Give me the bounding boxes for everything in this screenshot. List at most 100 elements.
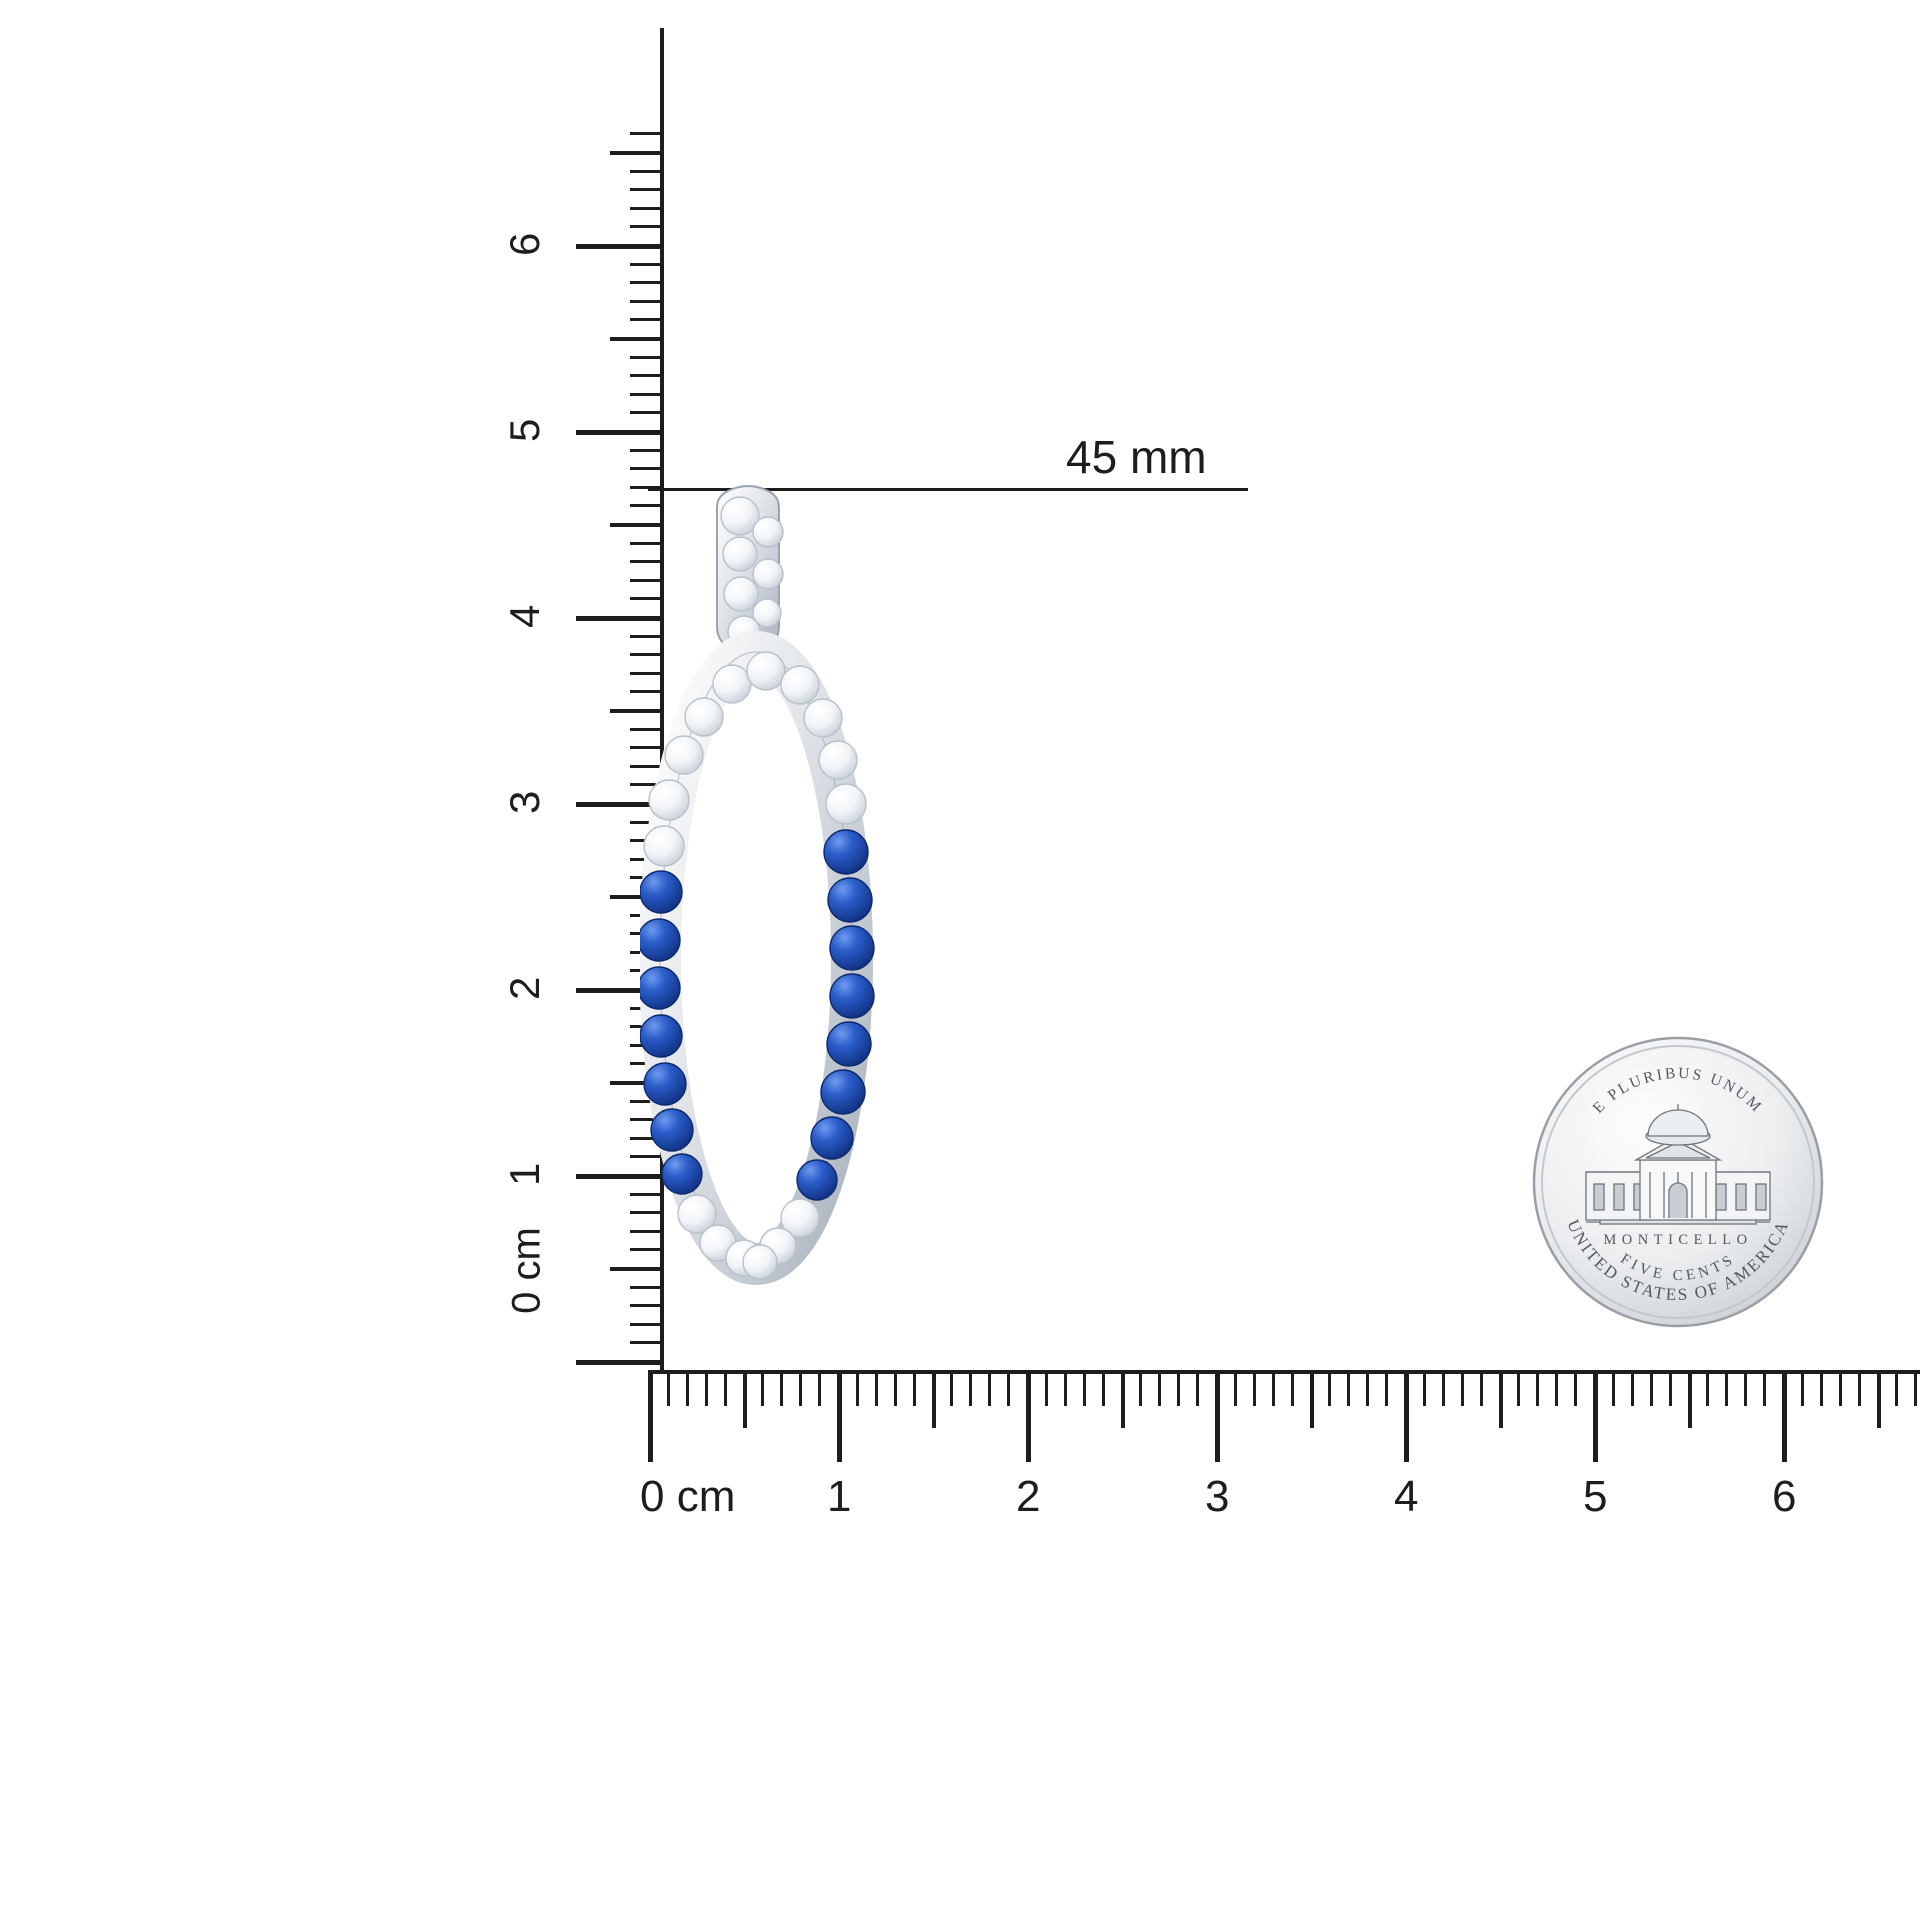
horizontal-tick [685, 1370, 689, 1406]
vertical-tick [630, 318, 660, 322]
horizontal-tick [1271, 1370, 1275, 1406]
vertical-tick [630, 1285, 660, 1289]
horizontal-tick [1498, 1370, 1503, 1428]
vertical-ruler-label-6: 6 [501, 232, 548, 256]
horizontal-ruler-label-6: 6 [1772, 1472, 1797, 1521]
horizontal-tick [1082, 1370, 1086, 1406]
measurement-annotation: 45 mm [648, 431, 1248, 494]
vertical-tick [630, 467, 660, 471]
pendant-top-arch-stones [684, 651, 843, 738]
vertical-tick [630, 188, 660, 192]
horizontal-tick [1630, 1370, 1634, 1406]
measurement-leader-line [648, 488, 1248, 491]
oval-drop-pendant [637, 480, 940, 1360]
vertical-tick [610, 337, 660, 341]
horizontal-tick [666, 1370, 670, 1406]
vertical-tick [610, 1081, 660, 1085]
horizontal-tick [1725, 1370, 1729, 1406]
vertical-tick [630, 281, 660, 285]
horizontal-tick [742, 1370, 747, 1428]
measurement-label: 45 mm [1066, 431, 1207, 483]
horizontal-ruler-label-2: 2 [1016, 1472, 1041, 1521]
monticello-building [1585, 1104, 1771, 1225]
horizontal-tick [1782, 1370, 1787, 1462]
vertical-tick [630, 132, 660, 136]
vertical-tick [630, 541, 660, 545]
vertical-tick [630, 764, 660, 768]
horizontal-tick [704, 1370, 708, 1406]
vertical-tick [630, 504, 660, 508]
pendant-bail [716, 485, 784, 653]
vertical-tick [576, 430, 660, 435]
vertical-tick [576, 244, 660, 249]
coin-illustration: E PLURIBUS UNUM MONTICELLO FIVE CENTS UN… [1532, 1036, 1824, 1328]
vertical-ruler-label-5: 5 [501, 418, 548, 442]
vertical-tick [630, 262, 660, 266]
vertical-tick [630, 783, 660, 787]
horizontal-tick [723, 1370, 727, 1406]
horizontal-ruler-zero-label: 0 cm [640, 1472, 736, 1521]
horizontal-tick [1404, 1370, 1409, 1462]
vertical-tick [630, 355, 660, 359]
horizontal-tick [1233, 1370, 1237, 1406]
vertical-tick [630, 1211, 660, 1215]
vertical-tick [610, 151, 660, 155]
vertical-tick [630, 1248, 660, 1252]
horizontal-tick [1895, 1370, 1899, 1406]
horizontal-tick [1479, 1370, 1483, 1406]
vertical-tick [630, 1229, 660, 1233]
horizontal-tick [1120, 1370, 1125, 1428]
vertical-tick [630, 1192, 660, 1196]
vertical-tick [630, 1322, 660, 1326]
horizontal-tick [1536, 1370, 1540, 1406]
vertical-tick [630, 634, 660, 638]
vertical-ruler-spine [660, 28, 664, 1373]
vertical-tick [610, 1267, 660, 1271]
horizontal-tick [1876, 1370, 1881, 1428]
vertical-tick [630, 746, 660, 750]
horizontal-tick [1215, 1370, 1220, 1462]
vertical-tick [576, 1174, 660, 1179]
horizontal-ruler-label-1: 1 [827, 1472, 852, 1521]
horizontal-tick [1177, 1370, 1181, 1406]
horizontal-tick [1139, 1370, 1143, 1406]
vertical-tick [610, 895, 660, 899]
horizontal-tick [1649, 1370, 1653, 1406]
horizontal-tick [1422, 1370, 1426, 1406]
horizontal-tick [874, 1370, 878, 1406]
horizontal-tick [761, 1370, 765, 1406]
horizontal-tick [1517, 1370, 1521, 1406]
vertical-tick [630, 1341, 660, 1345]
horizontal-ruler-label-3: 3 [1205, 1472, 1230, 1521]
coin-building-text: MONTICELLO [1603, 1232, 1752, 1248]
horizontal-tick [1706, 1370, 1710, 1406]
vertical-tick [630, 1118, 660, 1122]
horizontal-tick [1366, 1370, 1370, 1406]
vertical-tick [610, 709, 660, 713]
horizontal-tick [931, 1370, 936, 1428]
vertical-tick [630, 411, 660, 415]
horizontal-tick [1385, 1370, 1389, 1406]
vertical-ruler-zero-label: 0 cm [504, 1227, 549, 1314]
horizontal-tick [912, 1370, 916, 1406]
vertical-tick [576, 1360, 660, 1365]
vertical-tick [576, 616, 660, 621]
horizontal-tick [1044, 1370, 1048, 1406]
vertical-tick [630, 1155, 660, 1159]
horizontal-tick [1668, 1370, 1672, 1406]
vertical-tick [630, 671, 660, 675]
horizontal-tick [1687, 1370, 1692, 1428]
vertical-tick [630, 169, 660, 173]
vertical-tick [630, 1099, 660, 1103]
vertical-tick [630, 299, 660, 303]
horizontal-tick [1857, 1370, 1861, 1406]
vertical-tick [630, 374, 660, 378]
horizontal-tick [1347, 1370, 1351, 1406]
vertical-tick [630, 690, 660, 694]
horizontal-tick [799, 1370, 803, 1406]
us-nickel-coin: E PLURIBUS UNUM MONTICELLO FIVE CENTS UN… [1528, 1032, 1828, 1332]
horizontal-tick [1763, 1370, 1767, 1406]
horizontal-tick [950, 1370, 954, 1406]
